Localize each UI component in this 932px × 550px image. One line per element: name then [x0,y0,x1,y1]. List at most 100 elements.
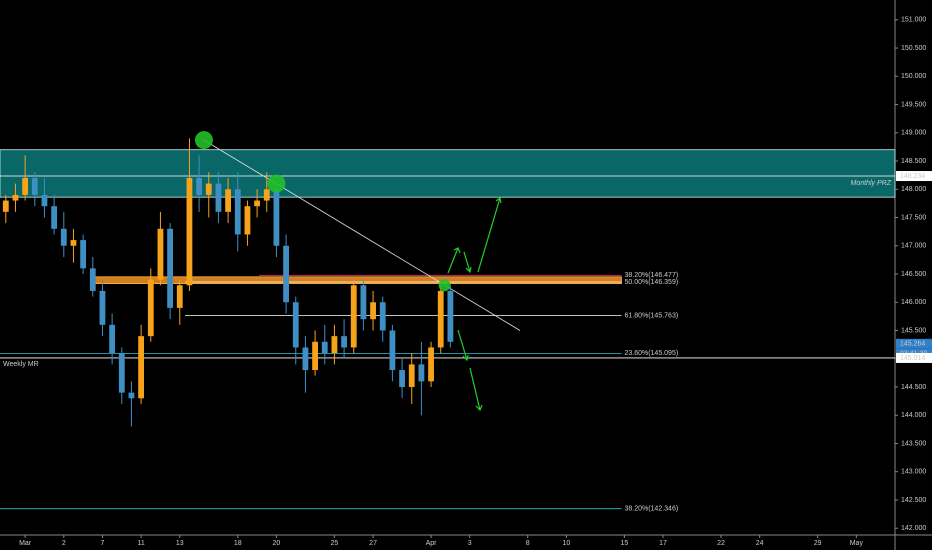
candle-body [360,285,367,320]
price-tag [896,171,932,182]
x-tick-label: 29 [814,540,822,547]
candle-body [370,302,376,320]
candle-body [2,200,9,212]
y-tick-label: 147.000 [901,243,926,250]
y-tick-label: 147.500 [901,214,926,221]
x-tick-label: Apr [426,540,438,547]
candle-body [215,183,222,212]
candle-body [312,341,318,371]
candle-body [321,341,328,354]
y-tick-label: 142.000 [901,525,926,532]
y-tick-label: 142.500 [901,497,926,504]
x-tick-label: 22 [717,540,725,547]
x-tick-label: 7 [100,540,104,547]
candle-body [225,189,231,212]
price-tag-label: 148.234 [900,173,925,180]
plot: Monthly PRZ Weekly MR 38.20%(146.477)50.00… [0,131,896,513]
candle-body [302,347,309,371]
candle-body [147,279,154,337]
zone [0,149,896,198]
arrow [447,247,461,274]
candle-body [447,290,454,342]
y-tick-label: 143.000 [901,469,926,476]
x-tick-label: 18 [234,540,242,547]
candle-body [283,245,289,303]
candle-body [51,206,58,229]
candle-body [109,324,116,354]
y-tick-label: 149.000 [901,130,926,137]
x-tick-label: 17 [659,540,667,547]
candle-body [22,177,29,195]
x-tick-label: 8 [526,540,530,547]
price-tag [896,352,932,363]
arrow [463,251,472,274]
x-tick-label: 11 [137,540,144,547]
x-tick-label: 13 [176,540,184,547]
y-tick-label: 143.500 [901,440,926,447]
candle-body [118,353,125,393]
level-label: 61.80%(145.763) [624,312,678,319]
y-tick-label: 148.000 [901,186,926,193]
candle-body [263,189,270,201]
candle-body [331,336,338,354]
level-label: 23.60%(145.095) [624,350,678,357]
candle-body [31,177,38,195]
arrows [447,196,502,412]
marker [438,279,451,292]
candle-body [80,240,87,269]
candle-body [186,177,193,286]
candle-body [418,364,425,382]
x-tick-label: 25 [331,540,339,547]
price-tag [896,338,932,349]
x-tick-label: May [850,540,864,547]
trendline [203,139,521,331]
candle-body [379,302,386,331]
candle-body [205,183,212,195]
candle-body [437,290,444,348]
arrow [457,329,469,362]
price-tag-label: 145.264 [900,341,925,348]
y-tick-label: 144.500 [901,384,926,391]
y-tick-label: 144.000 [901,412,926,419]
candle-body [408,364,415,387]
x-tick-label: 20 [273,540,281,547]
candle-body [157,228,164,280]
y-tick-label: 149.500 [901,101,926,108]
level-label: 50.00%(146.359) [624,279,678,286]
y-tick-label: 146.500 [901,271,926,278]
level-label: 38.20%(146.477) [624,272,678,279]
candle-body [128,392,135,399]
level-label: Weekly MR [3,361,39,368]
arrow [469,367,483,412]
y-tick-label: 148.500 [901,158,926,165]
marker [194,131,213,150]
candle-body [70,240,77,246]
x-tick-label: Mar [19,540,32,547]
candle-body [89,268,96,291]
candle-body [176,285,183,308]
candle-body [60,228,67,246]
x-tick-label: 27 [369,540,377,547]
marker [267,174,286,193]
level-label: Monthly PRZ [851,180,892,187]
candle-body [167,228,174,308]
price-tag-label: 145.014 [900,355,925,362]
x-tick-label: 3 [468,540,472,547]
candle-body [428,347,434,382]
y-tick-label: 145.500 [901,327,926,334]
candle-body [350,285,357,348]
y-tick-label: 146.000 [901,299,926,306]
x-tick-label: 10 [562,540,570,547]
zone [94,276,622,285]
candle-body [292,302,299,348]
candle-body [399,370,405,387]
y-tick-label: 151.000 [901,17,926,24]
y-tick-label: 150.500 [901,45,926,52]
x-tick-label: 2 [62,540,66,547]
x-tick-label: 15 [620,540,628,547]
candle-body [389,330,396,371]
x-tick-label: 24 [756,540,764,547]
candle-body [12,194,19,201]
candle-body [196,177,203,195]
